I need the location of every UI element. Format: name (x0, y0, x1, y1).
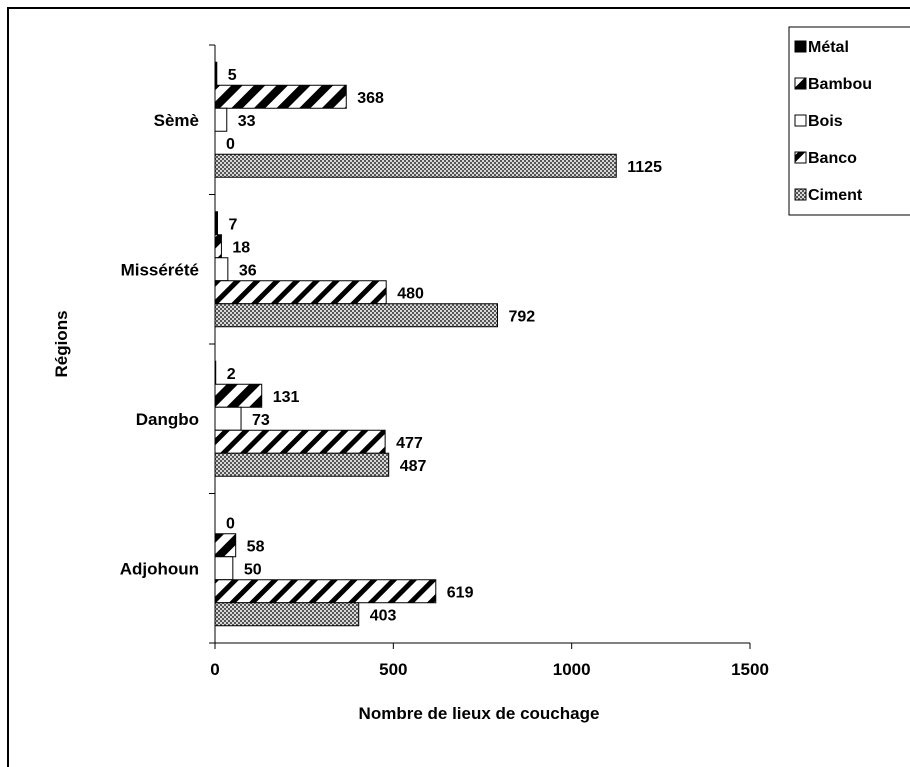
data-label: 480 (397, 285, 424, 302)
category-label-misserete: Missérété (121, 260, 199, 279)
bar-dangbo-banco (214, 429, 386, 454)
data-label: 131 (273, 389, 300, 406)
legend: Métal Bambou Bois Banco Ciment (788, 26, 910, 216)
category-label-seme: Sèmè (154, 111, 199, 130)
data-label: 619 (447, 584, 474, 601)
x-axis-title: Nombre de lieux de couchage (359, 704, 600, 723)
bar-misserete-banco (214, 280, 387, 305)
bar-adjohoun-ciment (214, 602, 360, 627)
data-label: 477 (396, 435, 423, 452)
data-label: 792 (508, 308, 535, 325)
data-label: 36 (239, 262, 257, 279)
data-label: 58 (247, 538, 265, 555)
bar-dangbo-bambou (214, 383, 263, 408)
category-label-adjohoun: Adjohoun (120, 559, 199, 578)
legend-label-metal: Métal (808, 39, 849, 56)
legend-swatch-banco (794, 151, 807, 164)
data-label: 18 (232, 239, 250, 256)
x-tick-label: 500 (379, 660, 407, 679)
data-label: 7 (228, 216, 237, 233)
legend-swatch-bambou (794, 77, 807, 90)
bar-adjohoun-banco (214, 579, 437, 604)
legend-label-banco: Banco (808, 150, 857, 167)
legend-box (788, 26, 910, 216)
legend-swatch-bois (794, 114, 807, 127)
bar-misserete-bois (214, 257, 229, 282)
data-label: 5 (228, 67, 237, 84)
data-label: 73 (252, 412, 270, 429)
category-label-dangbo: Dangbo (136, 410, 199, 429)
legend-label-ciment: Ciment (808, 187, 863, 204)
bar-misserete-ciment (214, 303, 498, 328)
legend-swatch-ciment (794, 188, 807, 201)
chart-frame (7, 7, 910, 767)
data-label: 2 (227, 366, 236, 383)
x-tick-label: 1500 (731, 660, 769, 679)
y-axis-title: Régions (52, 310, 71, 377)
x-tick-label: 0 (210, 660, 219, 679)
data-label: 0 (226, 515, 235, 532)
data-label: 368 (357, 90, 384, 107)
bar-adjohoun-bambou (214, 533, 237, 558)
data-label: 0 (226, 136, 235, 153)
bar-dangbo-ciment (214, 452, 390, 477)
bar-seme-bois (214, 107, 228, 132)
legend-label-bois: Bois (808, 113, 843, 130)
legend-swatch-metal (794, 40, 807, 53)
x-tick-label: 1000 (553, 660, 591, 679)
data-label: 50 (244, 561, 262, 578)
bar-seme-ciment (214, 153, 617, 178)
data-label: 487 (400, 458, 427, 475)
data-label: 33 (238, 113, 256, 130)
bar-adjohoun-bois (214, 556, 234, 581)
legend-label-bambou: Bambou (808, 76, 872, 93)
bar-dangbo-bois (214, 406, 242, 431)
bar-misserete-bambou (214, 234, 222, 259)
data-label: 403 (370, 607, 397, 624)
bar-seme-bambou (214, 84, 347, 109)
data-label: 1125 (627, 159, 662, 176)
